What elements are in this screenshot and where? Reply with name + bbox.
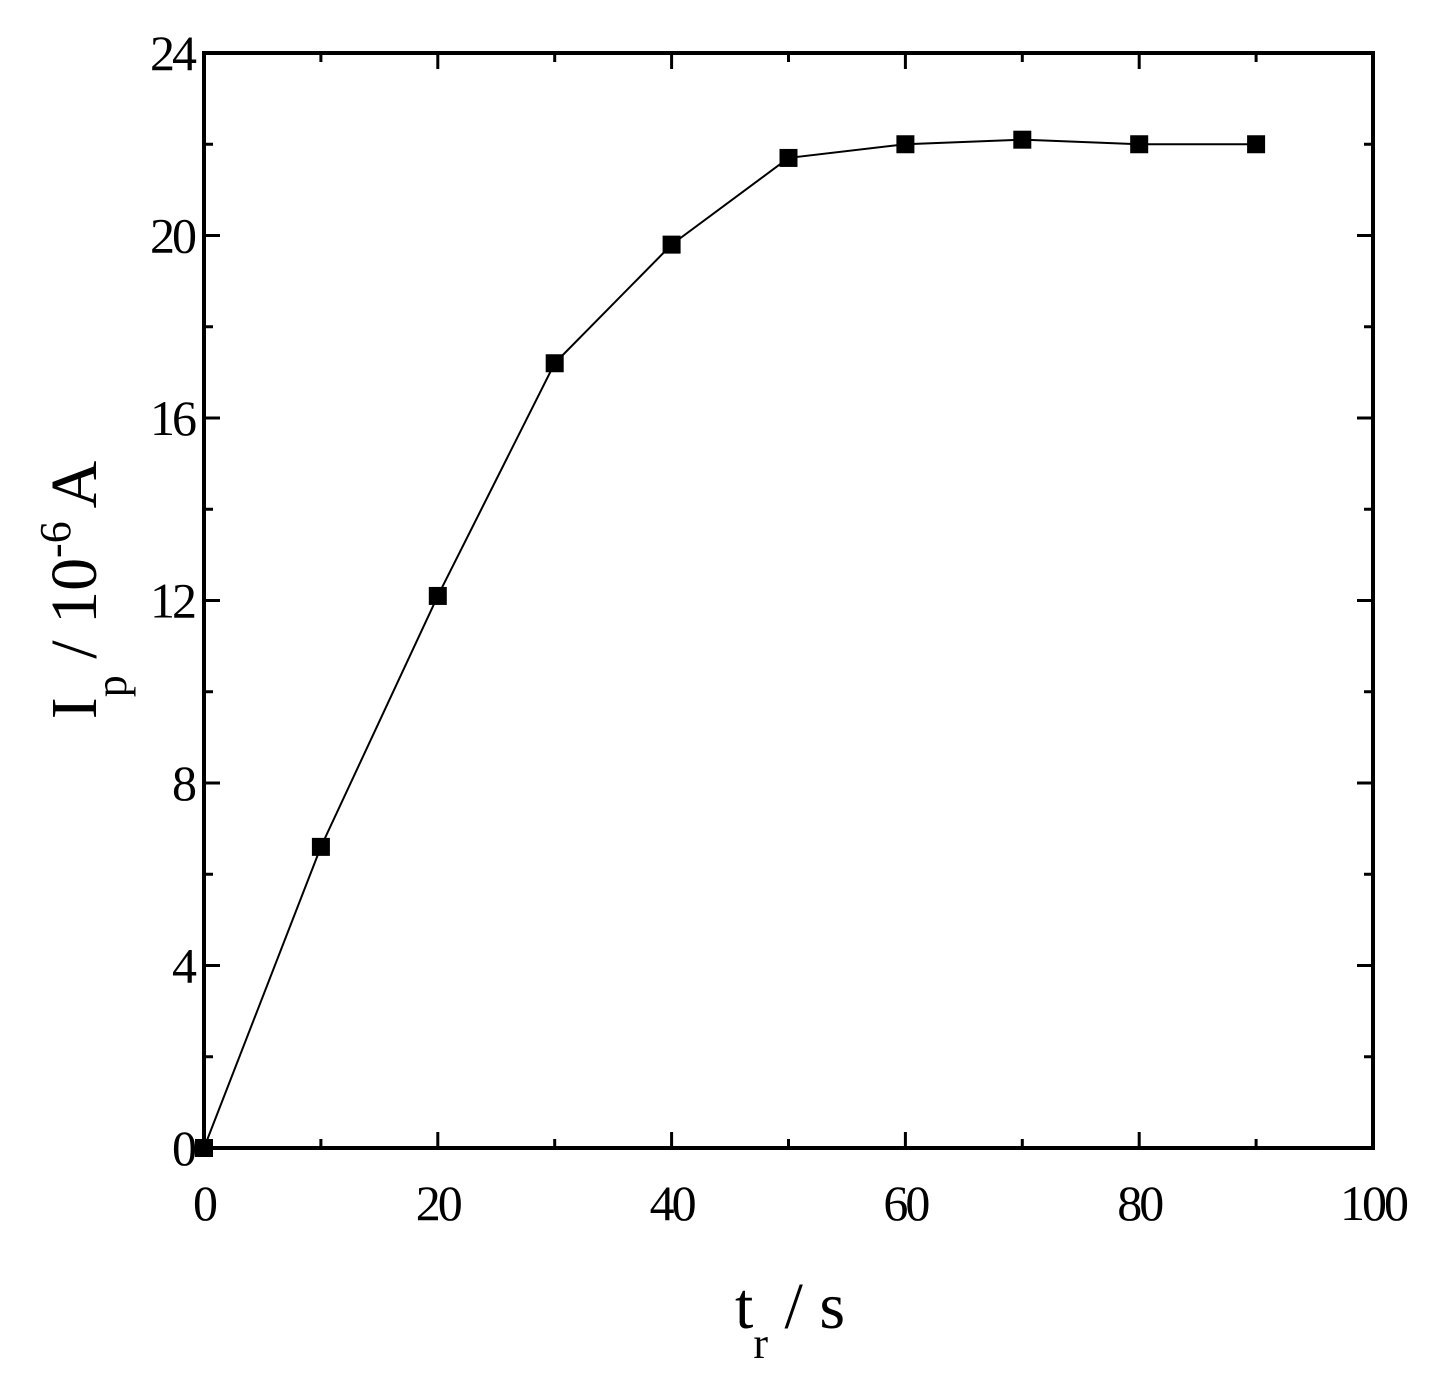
y-tick-label: 4 [172,938,197,994]
x-tick-label: 40 [650,1175,696,1231]
x-tick-label: 100 [1340,1175,1408,1231]
y-tick-label: 12 [150,573,195,629]
x-axis-label: tr / s [735,1270,845,1368]
y-label-main: I [38,697,111,719]
x-tick-label: 0 [193,1175,217,1231]
data-marker [195,1139,213,1157]
data-marker [896,135,915,154]
y-axis-label: Ip / 10-6 A [31,460,136,719]
data-marker [545,354,564,373]
data-marker [311,837,330,856]
y-label-sup: -6 [31,521,80,558]
data-marker [1013,130,1032,149]
data-marker [428,586,447,605]
x-label-sub: r [753,1319,768,1368]
y-tick-label: 16 [150,390,196,446]
y-tick-label: 20 [150,208,196,264]
data-marker [662,235,681,254]
x-tick-label: 80 [1117,1175,1163,1231]
x-label-main: t [735,1270,753,1343]
y-tick-label: 24 [150,25,197,81]
x-label-rest: / s [768,1270,845,1343]
data-marker [1130,135,1149,154]
y-tick-label: 8 [172,755,196,811]
x-tick-label: 60 [883,1175,929,1231]
data-line [203,138,1257,1149]
y-label-rest: / 10 [38,558,111,675]
y-label-unit: A [38,460,111,521]
data-marker [1247,135,1266,154]
data-marker [779,148,798,167]
y-tick-label: 0 [172,1120,196,1176]
x-tick-label: 20 [416,1175,462,1231]
plot-frame [202,51,1375,1150]
y-label-sub: p [87,675,136,697]
